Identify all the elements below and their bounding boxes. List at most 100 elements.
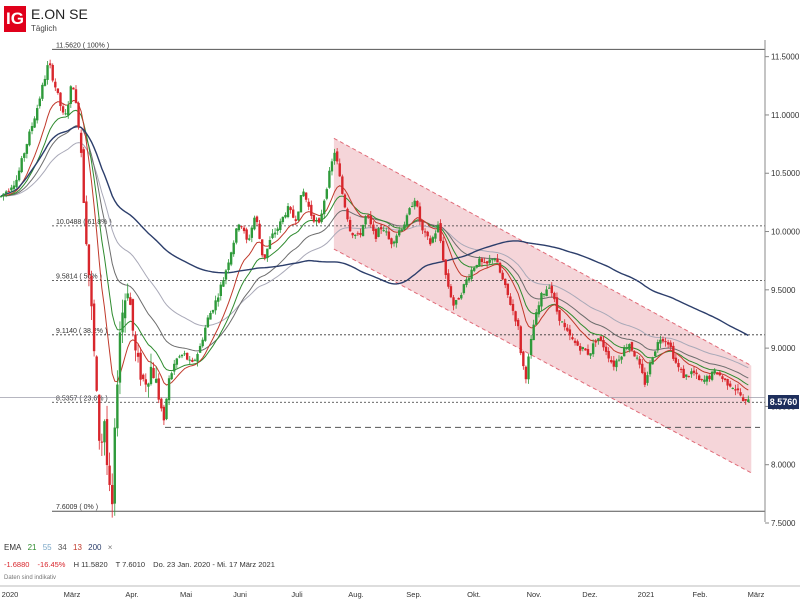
ema-period-34[interactable]: 34 — [57, 543, 67, 552]
candle-body — [253, 217, 256, 230]
candle-body — [630, 342, 634, 351]
candle-body — [436, 224, 440, 233]
close-icon[interactable]: × — [107, 543, 113, 552]
current-price-tag: 8.5760 — [768, 395, 799, 409]
candle-body — [537, 305, 541, 315]
x-tick-label: Nov. — [527, 590, 542, 599]
change-value: -1.6880 — [4, 560, 30, 569]
candle-body — [341, 176, 344, 194]
candle-body — [54, 81, 57, 88]
candle-body — [36, 108, 39, 121]
candle-body — [535, 312, 538, 325]
candle-body — [413, 200, 416, 207]
candle-body — [594, 341, 597, 343]
candle-body — [25, 144, 29, 154]
candle-body — [638, 358, 641, 365]
price-info: -1.6880 -16.45% H 11.5820 T 7.6010 Do. 2… — [4, 560, 281, 569]
candle-body — [82, 149, 85, 204]
candle-body — [579, 345, 582, 351]
candle-body — [325, 189, 329, 199]
x-tick-label: März — [748, 590, 765, 599]
candle-body — [390, 238, 393, 245]
candle-body — [346, 208, 349, 220]
candle-body — [441, 240, 445, 261]
ema-period-13[interactable]: 13 — [73, 543, 82, 552]
candle-body — [304, 192, 308, 200]
fib-level-label: 7.6009 ( 0% ) — [56, 504, 98, 511]
candle-body — [201, 339, 204, 347]
candle-body — [648, 362, 652, 375]
ema-period-21[interactable]: 21 — [27, 543, 37, 552]
candle-body — [452, 297, 455, 306]
candle-body — [610, 360, 613, 363]
candle-body — [485, 261, 489, 264]
candle-body — [271, 233, 274, 239]
candle-body — [299, 195, 303, 213]
candle-body — [377, 228, 380, 237]
candle-body — [227, 262, 230, 271]
candle-body — [312, 214, 316, 222]
candle-body — [191, 359, 194, 362]
candle-body — [540, 293, 543, 307]
candle-body — [10, 187, 13, 191]
candle-body — [129, 297, 132, 305]
candle-body — [431, 237, 435, 243]
candle-body — [514, 311, 517, 322]
candle-body — [470, 269, 473, 279]
candle-body — [28, 131, 31, 146]
candle-body — [656, 342, 659, 351]
candle-body — [429, 238, 432, 245]
candle-body — [294, 219, 297, 221]
candle-body — [284, 214, 287, 218]
instrument-title: E.ON SE — [31, 6, 88, 22]
candle-body — [488, 259, 491, 263]
candle-body — [4, 191, 8, 194]
candle-body — [721, 376, 724, 379]
candle-body — [522, 351, 525, 367]
candle-body — [421, 220, 424, 231]
candle-body — [255, 216, 259, 223]
candle-body — [462, 284, 466, 294]
candle-body — [527, 356, 530, 380]
y-tick-label: 10.5000 — [771, 169, 800, 178]
candle-body — [491, 259, 494, 261]
candle-body — [509, 296, 512, 305]
candle-body — [302, 191, 305, 197]
candle-body — [718, 372, 722, 376]
candle-body — [152, 368, 155, 379]
candle-body — [496, 258, 499, 263]
candle-body — [12, 185, 16, 189]
candle-body — [379, 227, 383, 230]
candle-body — [41, 84, 44, 99]
candle-body — [586, 349, 590, 355]
x-axis: 2020 März Apr. Mai Juni Juli Aug. Sep. Okt. Nov. D… — [0, 585, 800, 599]
ema-legend[interactable]: EMA 21 55 34 13 200 × — [4, 543, 116, 552]
candle-body — [423, 231, 427, 233]
candle-body — [622, 347, 626, 357]
x-tick-label: Dez. — [582, 590, 597, 599]
candle-body — [328, 170, 331, 188]
candle-body — [273, 232, 277, 235]
candle-body — [266, 248, 269, 259]
candle-body — [351, 232, 354, 236]
y-tick-label: 8.0000 — [771, 461, 796, 470]
ig-logo: IG — [4, 6, 26, 32]
candle-body — [263, 254, 266, 258]
candle-body — [602, 340, 605, 348]
fib-level-label: 8.5357 ( 23.6% ) — [56, 395, 108, 402]
candle-body — [641, 363, 644, 373]
candle-body — [597, 338, 600, 341]
x-tick-label: Feb. — [692, 590, 707, 599]
candle-body — [33, 118, 36, 128]
sma-200-line — [0, 126, 749, 337]
candle-body — [584, 348, 587, 351]
candle-body — [242, 227, 246, 232]
candle-body — [64, 113, 67, 115]
candle-body — [59, 92, 62, 107]
ema-period-55[interactable]: 55 — [42, 543, 52, 552]
ema-period-200[interactable]: 200 — [88, 543, 102, 552]
x-tick-label: Apr. — [125, 590, 138, 599]
candle-body — [734, 389, 737, 391]
candle-body — [447, 273, 450, 287]
